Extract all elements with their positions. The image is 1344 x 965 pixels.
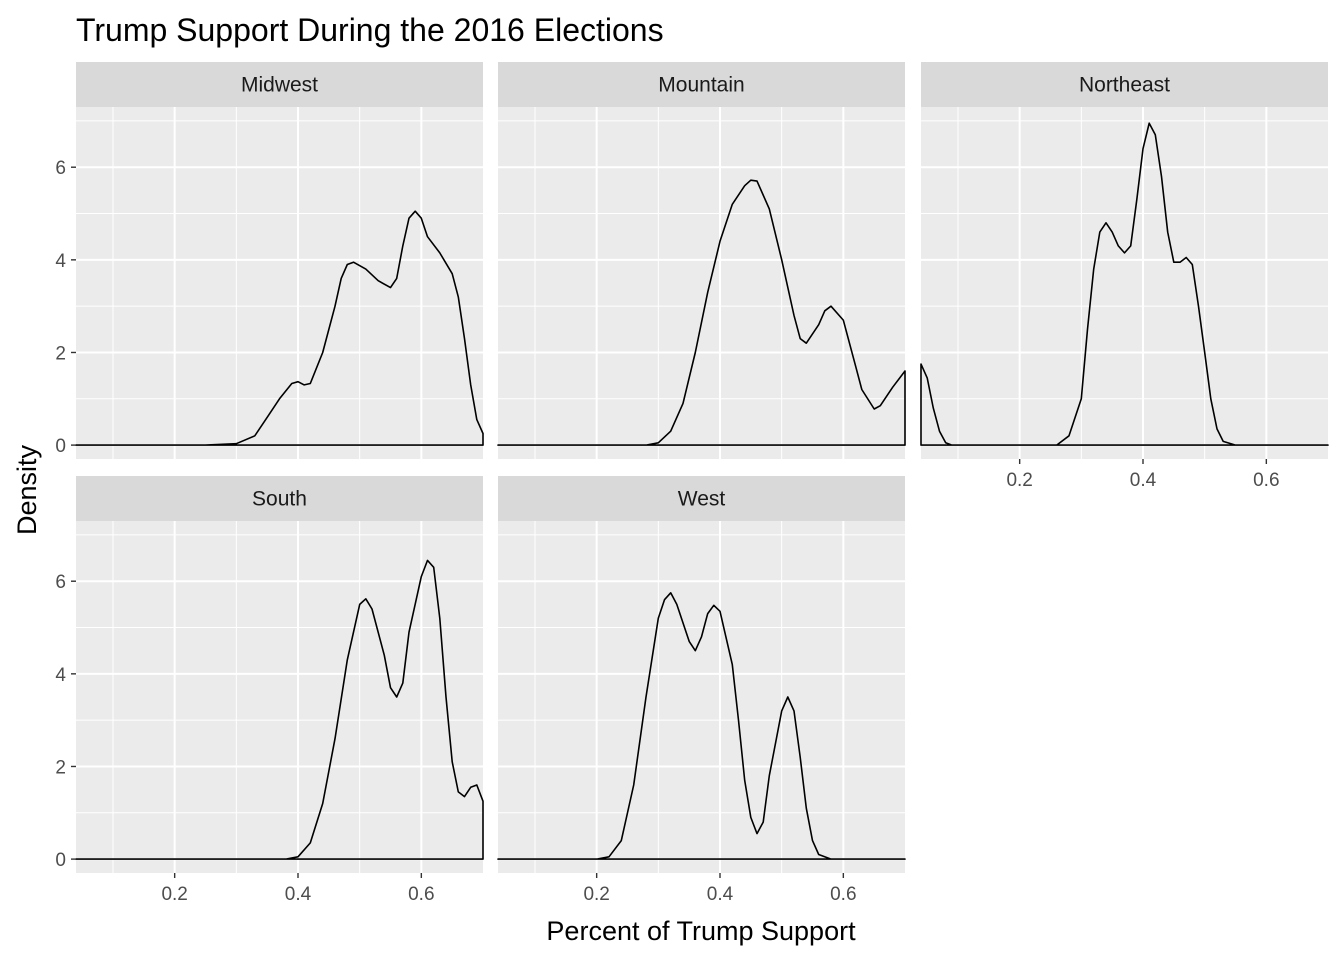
- facet-strip: [76, 62, 483, 107]
- panel-background: [498, 107, 905, 459]
- y-axis-title: Density: [12, 444, 42, 535]
- facet-strip-label: South: [252, 488, 307, 511]
- x-tick-label: 0.6: [1253, 470, 1279, 491]
- y-tick-label: 0: [55, 850, 66, 871]
- facet-midwest: Midwest 0 2 4 6: [55, 62, 484, 459]
- x-tick-label: 0.4: [707, 884, 734, 905]
- x-tick-label: 0.2: [161, 884, 187, 905]
- y-tick-label: 4: [55, 665, 66, 686]
- x-axis-title: Percent of Trump Support: [546, 916, 856, 946]
- facet-strip: [76, 476, 483, 521]
- x-tick-label: 0.6: [408, 884, 434, 905]
- density-curve-mountain: [497, 179, 906, 446]
- x-tick-label: 0.2: [583, 884, 609, 905]
- x-tick-label: 0.4: [1130, 470, 1157, 491]
- facet-northeast: Northeast 0.2 0.4 0.6: [920, 62, 1329, 491]
- panel-background: [76, 107, 483, 459]
- chart-title: Trump Support During the 2016 Elections: [76, 12, 664, 48]
- density-curve-south: [75, 559, 484, 860]
- facet-strip: [498, 62, 905, 107]
- density-curve-midwest: [75, 210, 484, 446]
- facet-south: South 0 2 4 6 0.2 0.4 0.6: [55, 476, 484, 905]
- facet-strip-label: West: [678, 488, 726, 511]
- facet-west: West 0.2 0.4 0.6: [497, 476, 906, 905]
- y-tick-label: 4: [55, 251, 66, 272]
- panel-background: [921, 107, 1328, 459]
- density-curve-west: [497, 592, 906, 860]
- y-tick-label: 6: [55, 572, 66, 593]
- y-tick-label: 2: [55, 757, 66, 778]
- panel-background: [76, 521, 483, 873]
- facet-strip: [498, 476, 905, 521]
- facet-mountain: Mountain: [497, 62, 906, 459]
- facet-strip: [921, 62, 1328, 107]
- x-tick-label: 0.6: [830, 884, 856, 905]
- facet-strip-label: Northeast: [1079, 74, 1170, 97]
- facet-strip-label: Mountain: [658, 74, 744, 97]
- x-tick-label: 0.4: [285, 884, 312, 905]
- y-tick-label: 0: [55, 436, 66, 457]
- x-tick-label: 0.2: [1006, 470, 1032, 491]
- facet-strip-label: Midwest: [241, 74, 318, 97]
- y-tick-label: 6: [55, 158, 66, 179]
- panel-background: [498, 521, 905, 873]
- y-tick-label: 2: [55, 343, 66, 364]
- density-curve-northeast: [920, 122, 1329, 446]
